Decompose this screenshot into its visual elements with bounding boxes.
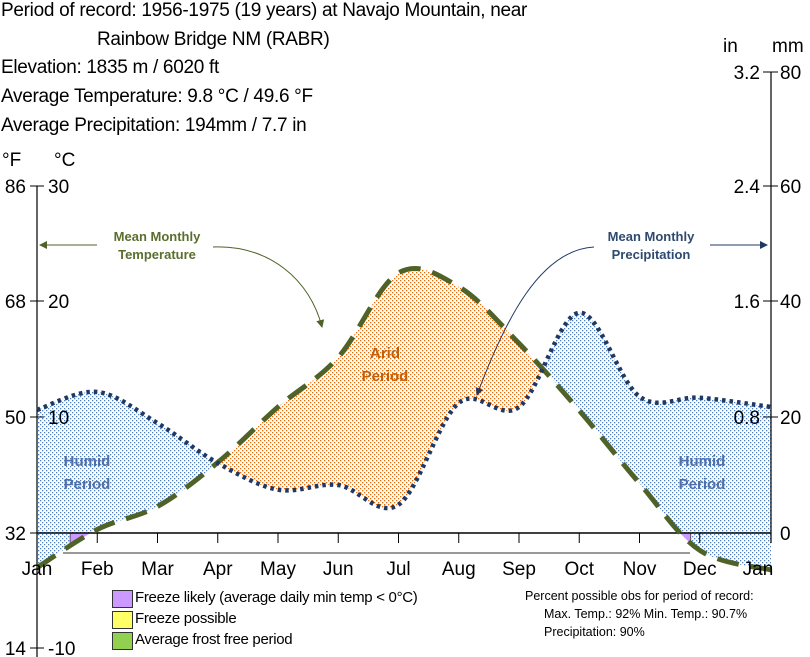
x-tick-label: Jun — [323, 559, 354, 580]
x-tick-label: Jan — [743, 559, 774, 580]
x-tick-label: Aug — [442, 559, 476, 580]
humid-period-label: Humid — [64, 453, 111, 470]
humid-period-fill — [37, 312, 771, 570]
left-tick-label-f: 68 — [5, 292, 26, 313]
legend-swatch-freeze-likely — [112, 590, 133, 608]
legend-frost-free: Average frost free period — [135, 631, 293, 648]
station-name: Rainbow Bridge NM (RABR) — [97, 29, 330, 50]
x-tick-label: Oct — [564, 559, 594, 580]
temperature-label: Temperature — [118, 247, 196, 262]
temperature-line — [35, 266, 772, 573]
left-tick-label-c: 30 — [48, 177, 69, 198]
right-tick-label-in: 2.4 — [734, 177, 761, 198]
left-tick-label-f: 32 — [5, 524, 26, 545]
x-tick-label: May — [260, 559, 296, 580]
frost-bar-freeze-possible — [223, 532, 276, 554]
right-tick-label-in: 1.6 — [734, 292, 760, 313]
average-precipitation: Average Precipitation: 194mm / 7.7 in — [1, 115, 307, 136]
left-tick-label-c: 10 — [48, 408, 69, 429]
right-tick-label-mm: 0 — [780, 524, 791, 545]
x-tick-label: Mar — [141, 559, 174, 580]
right-tick-label-in: 3.2 — [734, 63, 760, 84]
precipitation-label: Precipitation — [612, 247, 691, 262]
left-tick-label-f: 50 — [5, 408, 26, 429]
x-tick-label: Dec — [683, 559, 717, 580]
x-tick-label: Nov — [623, 559, 657, 580]
left-tick-label-f: 86 — [5, 177, 26, 198]
frost-bar-freeze-likely — [69, 532, 225, 554]
temperature-pointer-arrow — [212, 246, 325, 328]
obs-note-title: Percent possible obs for period of recor… — [525, 589, 754, 603]
legend-swatch-frost-free — [112, 632, 133, 650]
average-temperature: Average Temperature: 9.8 °C / 49.6 °F — [1, 86, 313, 107]
x-tick-label: Apr — [203, 559, 233, 580]
right-axis-unit-mm: mm — [772, 36, 804, 57]
left-axis-unit-c: °C — [54, 150, 75, 171]
right-tick-label-in: 0.8 — [734, 408, 760, 429]
x-tick-label: Jul — [386, 559, 410, 580]
x-tick-label: Sep — [502, 559, 536, 580]
right-tick-label-mm: 80 — [780, 63, 801, 84]
right-axis-unit-in: in — [723, 36, 738, 57]
legend-freeze-likely: Freeze likely (average daily min temp < … — [135, 589, 418, 606]
left-axis-unit-f: °F — [2, 150, 21, 171]
legend-freeze-possible: Freeze possible — [135, 610, 237, 627]
precipitation-line — [36, 310, 772, 511]
period-of-record: Period of record: 1956-1975 (19 years) a… — [1, 0, 528, 21]
arid-period-label: Arid — [370, 345, 400, 362]
precipitation-label: Mean Monthly — [608, 229, 695, 244]
obs-note-precip: Precipitation: 90% — [544, 625, 645, 639]
humid-period-label: Humid — [679, 453, 726, 470]
right-tick-label-mm: 20 — [780, 408, 801, 429]
left-tick-label-c: 20 — [48, 292, 69, 313]
x-tick-label: Feb — [81, 559, 114, 580]
humid-period-label: Period — [679, 476, 726, 493]
temperature-label: Mean Monthly — [114, 229, 201, 244]
precipitation-pointer-arrow — [475, 246, 595, 396]
frost-bar-freeze-likely — [602, 532, 692, 554]
humid-period-label: Period — [64, 476, 111, 493]
arid-period-label: Period — [362, 368, 409, 385]
frost-bar-frost-free — [274, 532, 604, 554]
x-tick-label: Jan — [22, 559, 53, 580]
right-tick-label-mm: 60 — [780, 177, 801, 198]
elevation: Elevation: 1835 m / 6020 ft — [1, 57, 219, 78]
left-tick-label-f: 14 — [5, 639, 27, 657]
legend-swatch-freeze-possible — [112, 611, 133, 629]
right-tick-label-mm: 40 — [780, 292, 801, 313]
obs-note-temp: Max. Temp.: 92% Min. Temp.: 90.7% — [544, 607, 748, 621]
left-tick-label-c: -10 — [48, 639, 75, 657]
